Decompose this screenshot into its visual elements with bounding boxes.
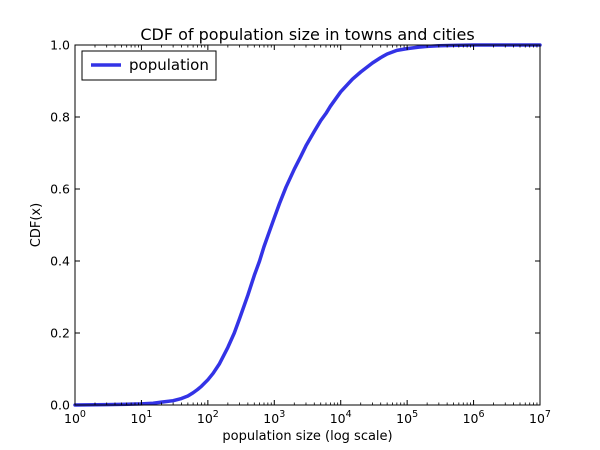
plot-area <box>73 43 542 407</box>
x-tick-label: 106 <box>463 409 485 426</box>
legend-label: population <box>129 56 209 74</box>
y-axis-label: CDF(x) <box>29 203 44 247</box>
chart-title: CDF of population size in towns and citi… <box>140 25 474 44</box>
x-tick-label: 100 <box>64 409 86 426</box>
series-line-population <box>73 43 542 407</box>
x-axis-label: population size (log scale) <box>222 429 392 444</box>
y-tick-label: 1.0 <box>50 38 70 53</box>
y-tick-label: 0.8 <box>50 110 70 125</box>
x-tick-label: 105 <box>396 409 418 426</box>
y-tick-label: 0.6 <box>50 182 70 197</box>
x-tick-label: 103 <box>263 409 285 426</box>
x-tick-label: 104 <box>330 409 352 426</box>
y-tick-label: 0.4 <box>50 254 70 269</box>
x-tick-label: 107 <box>529 409 551 426</box>
plot-frame <box>74 44 541 406</box>
y-tick-label: 0.0 <box>50 398 70 413</box>
x-tick-label: 101 <box>130 409 152 426</box>
x-tick-label: 102 <box>197 409 219 426</box>
y-tick-label: 0.2 <box>50 326 70 341</box>
legend: population <box>81 50 217 81</box>
axis-ticks: 100 101 102 103 104 105 106 107 0.0 0.2 0.4 0.6 0.8 1… <box>50 38 551 427</box>
